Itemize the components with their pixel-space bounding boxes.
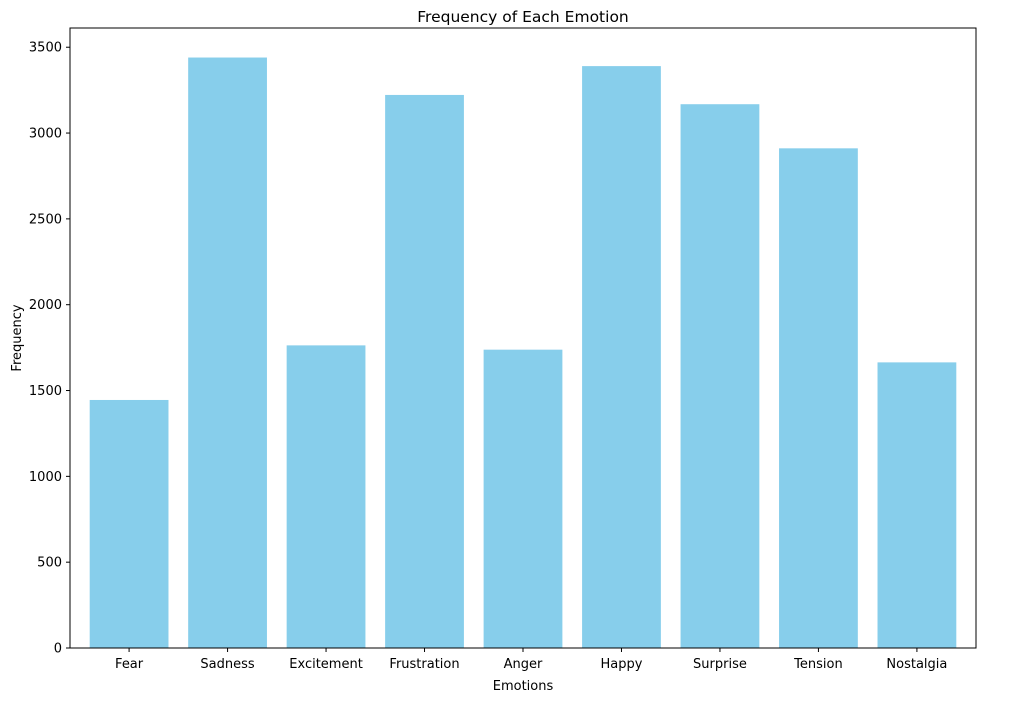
x-tick-label: Anger <box>504 657 543 672</box>
bar-frustration <box>385 94 464 648</box>
x-tick-label: Frustration <box>389 657 459 672</box>
y-tick-label: 2500 <box>29 212 62 227</box>
bar-happy <box>582 66 661 648</box>
bar-anger <box>483 349 563 648</box>
x-tick-label: Sadness <box>200 657 254 672</box>
y-tick-label: 1000 <box>29 470 62 485</box>
y-tick-label: 3500 <box>29 41 62 56</box>
x-tick-label: Nostalgia <box>886 657 947 672</box>
bar-nostalgia <box>877 362 957 648</box>
x-tick-label: Fear <box>115 657 144 672</box>
bar-excitement <box>286 345 366 648</box>
y-axis-title: Frequency <box>10 304 25 371</box>
bar-sadness <box>188 57 267 649</box>
y-tick-label: 0 <box>54 642 62 657</box>
y-tick-label: 1500 <box>29 384 62 399</box>
bar-fear <box>89 399 169 648</box>
y-axis-ticks: 0 500 1000 1500 2000 2500 3000 3500 <box>29 41 70 657</box>
y-tick-label: 500 <box>37 556 62 571</box>
plot-frame <box>69 27 977 649</box>
x-tick-label: Tension <box>793 657 843 672</box>
y-tick-label: 2000 <box>29 298 62 313</box>
x-axis-ticks: Fear Sadness Excitement Frustration Anger Hap… <box>115 648 947 672</box>
x-tick-label: Happy <box>601 657 643 672</box>
x-tick-label: Excitement <box>289 657 363 672</box>
y-tick-label: 3000 <box>29 127 62 142</box>
bar-surprise <box>680 104 760 648</box>
x-tick-label: Surprise <box>693 657 747 672</box>
chart-title: Frequency of Each Emotion <box>417 8 629 26</box>
x-axis-title: Emotions <box>493 679 554 694</box>
bar-tension <box>779 148 858 648</box>
bars-group <box>89 57 957 649</box>
